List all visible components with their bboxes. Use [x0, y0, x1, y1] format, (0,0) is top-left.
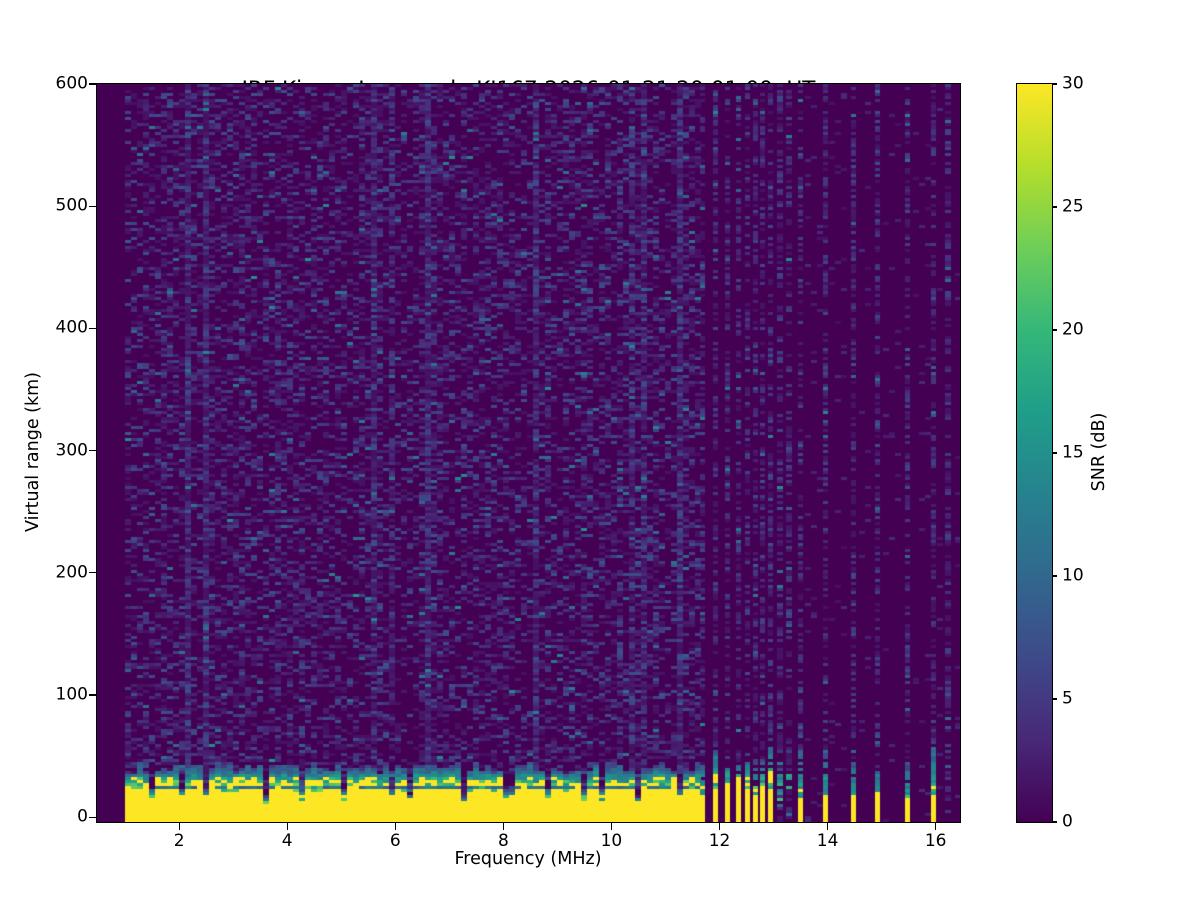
x-tick-mark	[286, 823, 288, 830]
x-tick-label: 4	[281, 831, 293, 851]
x-tick-mark	[502, 823, 504, 830]
heatmap-canvas	[97, 84, 960, 822]
colorbar-tick-mark	[1053, 329, 1057, 331]
colorbar-tick-label: 30	[1062, 73, 1084, 94]
y-tick-label: 400	[55, 317, 88, 338]
x-tick-label: 16	[924, 831, 947, 851]
colorbar-tick-label: 5	[1062, 688, 1073, 709]
x-tick-label: 12	[708, 831, 731, 851]
plot-area	[96, 83, 961, 823]
y-tick-mark	[89, 816, 96, 818]
x-tick-label: 2	[173, 831, 185, 851]
colorbar	[1016, 83, 1053, 823]
colorbar-tick-mark	[1053, 575, 1057, 577]
x-tick-mark	[827, 823, 829, 830]
y-tick-mark	[89, 327, 96, 329]
x-tick-mark	[935, 823, 937, 830]
colorbar-tick-label: 10	[1062, 565, 1084, 586]
y-axis-label: Virtual range (km)	[23, 371, 43, 533]
colorbar-tick-label: 0	[1062, 811, 1073, 832]
x-tick-mark	[178, 823, 180, 830]
y-tick-label: 600	[55, 73, 88, 94]
x-tick-label: 6	[389, 831, 401, 851]
colorbar-tick-label: 20	[1062, 319, 1084, 340]
colorbar-tick-label: 25	[1062, 196, 1084, 217]
x-axis-label: Frequency (MHz)	[454, 849, 602, 869]
x-tick-label: 10	[600, 831, 623, 851]
colorbar-tick-mark	[1053, 698, 1057, 700]
x-tick-mark	[394, 823, 396, 830]
y-tick-mark	[89, 449, 96, 452]
x-tick-label: 14	[816, 831, 839, 851]
y-tick-mark	[89, 83, 96, 85]
y-tick-mark	[89, 572, 96, 574]
colorbar-label: SNR (dB)	[1089, 412, 1109, 492]
colorbar-tick-label: 15	[1062, 442, 1084, 463]
colorbar-tick-mark	[1053, 452, 1057, 454]
colorbar-tick-mark	[1053, 83, 1057, 85]
y-tick-label: 100	[55, 684, 88, 705]
y-tick-mark	[89, 694, 96, 696]
y-tick-label: 500	[55, 195, 88, 216]
x-tick-mark	[610, 823, 613, 830]
y-tick-mark	[89, 205, 96, 207]
x-tick-label: 8	[497, 831, 509, 851]
y-tick-label: 300	[55, 440, 88, 461]
colorbar-tick-mark	[1053, 206, 1057, 208]
y-tick-label: 0	[77, 806, 88, 827]
x-tick-mark	[718, 823, 721, 830]
y-tick-label: 200	[55, 562, 88, 583]
colorbar-tick-mark	[1053, 821, 1057, 823]
